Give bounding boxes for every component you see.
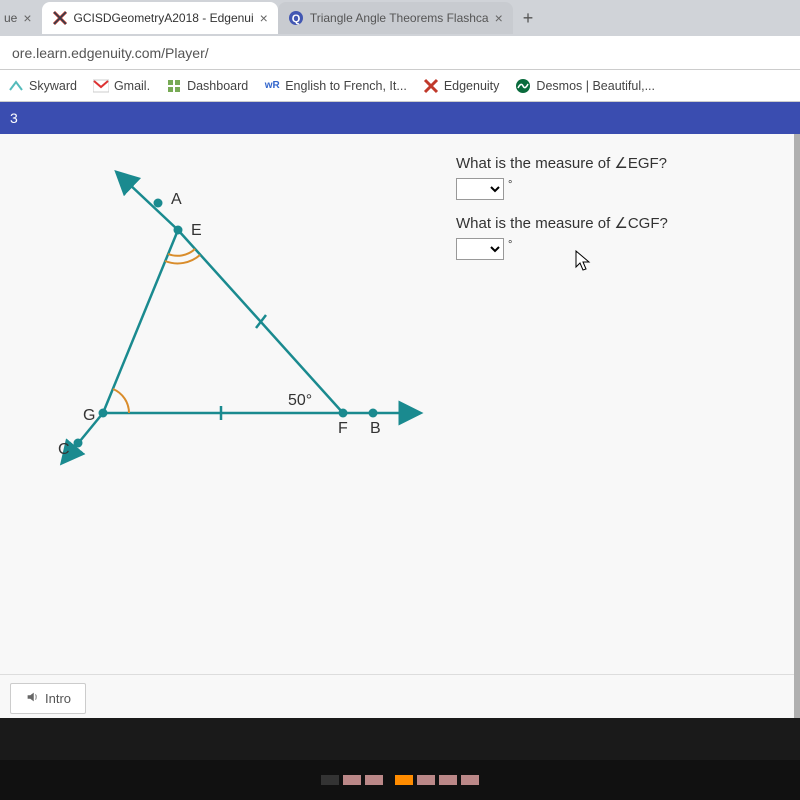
tab-title: ue <box>4 11 17 25</box>
point-label-A: A <box>171 191 182 208</box>
close-icon[interactable]: × <box>23 10 31 26</box>
intro-button[interactable]: Intro <box>10 683 86 714</box>
tab-title: GCISDGeometryA2018 - Edgenui <box>74 11 254 25</box>
degree-symbol: ° <box>508 179 512 191</box>
browser-tab-active[interactable]: GCISDGeometryA2018 - Edgenui × <box>42 2 278 34</box>
tab-strip: ue × GCISDGeometryA2018 - Edgenui × Q Tr… <box>0 0 800 36</box>
content-area: A E F B G C 50° What is the measure of ∠… <box>0 134 794 674</box>
content-wrap: A E F B G C 50° What is the measure of ∠… <box>0 134 800 718</box>
point-label-E: E <box>191 222 202 239</box>
close-icon[interactable]: × <box>495 10 503 26</box>
bookmark-translate[interactable]: wR English to French, It... <box>264 78 407 94</box>
browser-chrome: ue × GCISDGeometryA2018 - Edgenui × Q Tr… <box>0 0 800 102</box>
degree-symbol: ° <box>508 239 512 251</box>
bottom-bar: Intro <box>0 674 794 718</box>
bookmark-edgenuity[interactable]: Edgenuity <box>423 78 500 94</box>
quizlet-favicon-icon: Q <box>288 10 304 26</box>
bookmark-label: Gmail. <box>114 79 150 93</box>
gmail-icon <box>93 78 109 94</box>
bookmark-desmos[interactable]: Desmos | Beautiful,... <box>515 78 655 94</box>
bookmark-label: Desmos | Beautiful,... <box>536 79 655 93</box>
question-panel: What is the measure of ∠EGF? ° What is t… <box>446 134 794 674</box>
answer-select-1[interactable] <box>456 178 504 200</box>
svg-text:Q: Q <box>292 13 301 25</box>
question-1: What is the measure of ∠EGF? <box>456 154 784 172</box>
url-text: ore.learn.edgenuity.com/Player/ <box>12 45 209 61</box>
desmos-icon <box>515 78 531 94</box>
bookmark-dashboard[interactable]: Dashboard <box>166 78 248 94</box>
bookmark-gmail[interactable]: Gmail. <box>93 78 150 94</box>
edgenuity-favicon-icon <box>52 10 68 26</box>
angle-label: 50° <box>288 392 312 409</box>
browser-tab[interactable]: Q Triangle Angle Theorems Flashca × <box>278 2 513 34</box>
bookmark-label: Dashboard <box>187 79 248 93</box>
point-label-F: F <box>338 420 348 437</box>
point-label-B: B <box>370 420 381 437</box>
bookmark-label: English to French, It... <box>285 79 407 93</box>
geometry-diagram: A E F B G C 50° <box>8 158 438 488</box>
bookmark-skyward[interactable]: Skyward <box>8 78 77 94</box>
bookmark-label: Skyward <box>29 79 77 93</box>
answer-row-1: ° <box>456 178 784 200</box>
header-marker: 3 <box>10 110 18 126</box>
dashboard-icon <box>166 78 182 94</box>
taskbar-segments <box>0 760 800 800</box>
point-label-C: C <box>58 441 70 458</box>
answer-select-2[interactable] <box>456 238 504 260</box>
speaker-icon <box>25 690 39 707</box>
skyward-icon <box>8 78 24 94</box>
edgenuity-icon <box>423 78 439 94</box>
bookmark-label: Edgenuity <box>444 79 500 93</box>
new-tab-button[interactable]: + <box>513 8 544 29</box>
answer-row-2: ° <box>456 238 784 260</box>
windows-taskbar[interactable] <box>0 760 800 800</box>
wordreference-icon: wR <box>264 78 280 94</box>
intro-label: Intro <box>45 691 71 706</box>
app-header: 3 <box>0 102 800 134</box>
close-icon[interactable]: × <box>260 10 268 26</box>
diagram-panel: A E F B G C 50° <box>0 134 446 674</box>
tab-title: Triangle Angle Theorems Flashca <box>310 11 489 25</box>
address-bar[interactable]: ore.learn.edgenuity.com/Player/ <box>0 36 800 70</box>
question-2: What is the measure of ∠CGF? <box>456 214 784 232</box>
bookmarks-bar: Skyward Gmail. Dashboard wR English to F… <box>0 70 800 102</box>
browser-tab[interactable]: ue × <box>0 2 42 34</box>
point-label-G: G <box>83 407 95 424</box>
